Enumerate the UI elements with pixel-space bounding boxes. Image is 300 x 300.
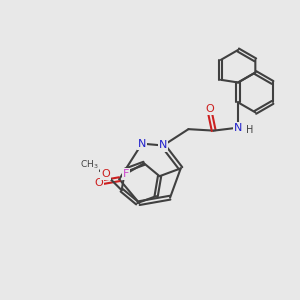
Text: H: H (246, 125, 253, 135)
Text: N: N (159, 140, 167, 151)
Text: O: O (205, 104, 214, 114)
Text: O: O (94, 178, 103, 188)
Text: O: O (101, 169, 110, 179)
Text: CH$_3$: CH$_3$ (80, 159, 98, 171)
Text: F: F (123, 169, 129, 179)
Text: N: N (234, 123, 242, 133)
Text: N: N (138, 139, 146, 148)
